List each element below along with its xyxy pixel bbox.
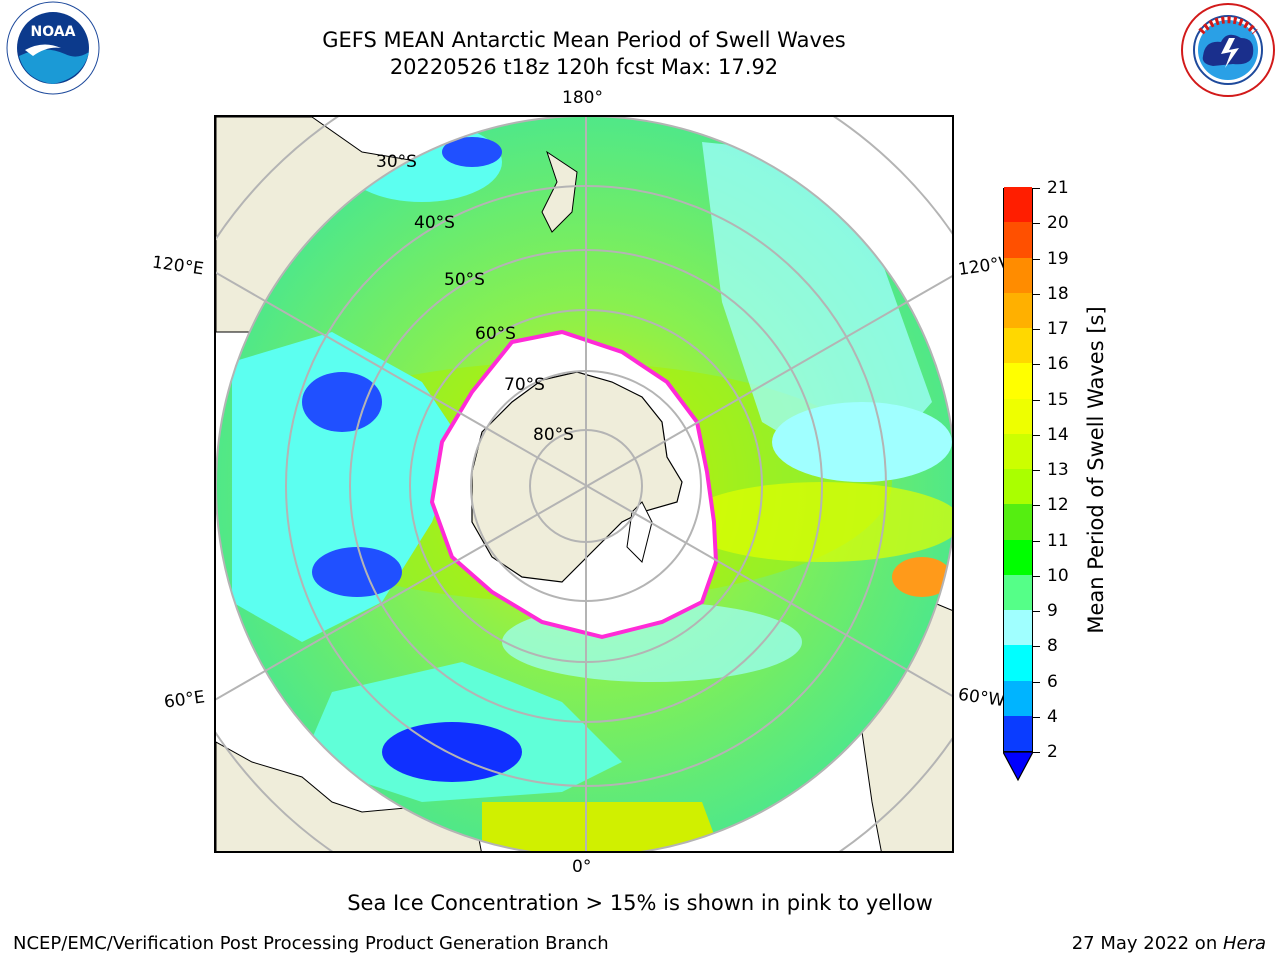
lon-label-180: 180° [562,88,603,108]
colorbar-tick-mark [1033,576,1040,577]
colorbar-segment [1004,539,1032,575]
lat-label-50s: 50°S [444,270,485,290]
polar-map[interactable] [216,117,952,851]
colorbar-segment [1004,574,1032,610]
map-panel[interactable] [214,115,954,853]
colorbar-tick-mark [1033,259,1040,260]
sea-ice-footnote: Sea Ice Concentration > 15% is shown in … [0,891,1280,915]
colorbar-segment [1004,398,1032,434]
colorbar-tick-label: 14 [1047,425,1069,445]
colorbar-tick-mark [1033,364,1040,365]
colorbar-segment [1004,610,1032,646]
colorbar-tick-label: 13 [1047,460,1069,480]
colorbar-tick-mark [1033,223,1040,224]
colorbar-segment [1004,469,1032,505]
colorbar-tick-mark [1033,611,1040,612]
colorbar-tick-mark [1033,470,1040,471]
colorbar-tick-mark [1033,435,1040,436]
colorbar-segment [1004,187,1032,223]
colorbar-tick-mark [1033,400,1040,401]
colorbar-tick-label: 18 [1047,284,1069,304]
colorbar-tick-label: 11 [1047,531,1069,551]
lat-label-30s: 30°S [376,152,417,172]
colorbar-label: Mean Period of Swell Waves [s] [1084,306,1108,633]
colorbar-tick-label: 15 [1047,390,1069,410]
colorbar-tick-mark [1033,294,1040,295]
colorbar-tick-mark [1033,752,1040,753]
colorbar-tick-mark [1033,682,1040,683]
colorbar-tick-label: 17 [1047,319,1069,339]
colorbar-tick-label: 4 [1047,707,1058,727]
colorbar-segment [1004,433,1032,469]
colorbar-segment [1004,222,1032,258]
credit-date-text: 27 May 2022 on [1072,933,1223,954]
colorbar-tick-mark [1033,717,1040,718]
colorbar-segment [1004,363,1032,399]
noaa-logo-text: NOAA [31,24,76,40]
colorbar-tick-label: 19 [1047,249,1069,269]
colorbar-segment [1004,715,1032,751]
lat-label-40s: 40°S [414,213,455,233]
credit-branch: NCEP/EMC/Verification Post Processing Pr… [13,933,609,954]
colorbar-segment [1004,292,1032,328]
colorbar-segment [1004,328,1032,364]
credit-date: 27 May 2022 on Hera [1072,933,1266,954]
colorbar-tick-label: 16 [1047,354,1069,374]
colorbar-tick-mark [1033,188,1040,189]
colorbar-tick-label: 9 [1047,601,1058,621]
colorbar [1003,188,1033,752]
colorbar-underflow-arrow [1003,752,1033,782]
lon-label-60e: 60°E [163,687,206,712]
lat-label-70s: 70°S [504,375,545,395]
colorbar-tick-label: 2 [1047,742,1058,762]
plot-title: GEFS MEAN Antarctic Mean Period of Swell… [0,27,1168,54]
colorbar-tick-label: 20 [1047,213,1069,233]
lat-label-80s: 80°S [533,425,574,445]
colorbar-tick-mark [1033,329,1040,330]
lon-label-120e: 120°E [151,252,205,279]
colorbar-tick-label: 21 [1047,178,1069,198]
colorbar-tick-label: 6 [1047,672,1058,692]
colorbar-tick-mark [1033,505,1040,506]
colorbar-segment [1004,257,1032,293]
colorbar-tick-label: 12 [1047,495,1069,515]
colorbar-segment [1004,680,1032,716]
lon-label-60w: 60°W [957,685,1006,711]
colorbar-tick-mark [1033,541,1040,542]
colorbar-segment [1004,645,1032,681]
noaa-logo-icon: NOAA [3,0,103,100]
colorbar-tick-mark [1033,646,1040,647]
colorbar-tick-label: 10 [1047,566,1069,586]
lat-label-60s: 60°S [475,324,516,344]
lon-label-0: 0° [572,857,591,877]
nws-logo-icon [1179,2,1277,100]
colorbar-tick-label: 8 [1047,636,1058,656]
credit-host: Hera [1223,933,1266,954]
colorbar-segment [1004,504,1032,540]
plot-subtitle: 20220526 t18z 120h fcst Max: 17.92 [0,54,1168,81]
